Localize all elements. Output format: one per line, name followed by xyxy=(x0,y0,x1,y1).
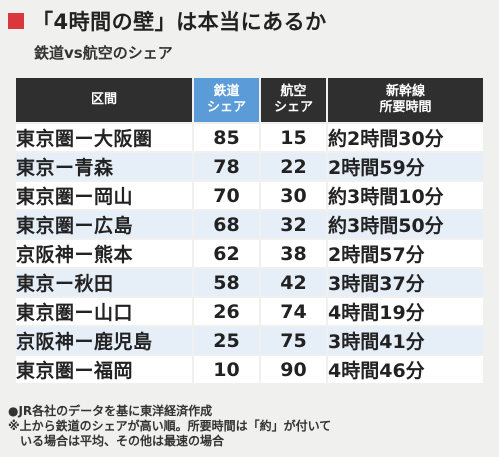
travel-time-cell: 約3時間50分 xyxy=(328,211,483,238)
route-cell: 東京圏ー福岡 xyxy=(16,356,194,383)
table-row: 東京圏ー福岡 10 90 4時間46分 xyxy=(16,356,483,383)
table-row: 東京圏ー広島 68 32 約3時間50分 xyxy=(16,211,483,238)
table-row: 東京ー秋田 58 42 3時間37分 xyxy=(16,269,483,296)
rail-share-cell: 70 xyxy=(194,182,261,209)
travel-time-cell: 約3時間10分 xyxy=(328,182,483,209)
travel-time-cell: 4時間46分 xyxy=(328,356,483,383)
rail-share-cell: 78 xyxy=(194,153,261,180)
table-row: 東京圏ー大阪圏 85 15 約2時間30分 xyxy=(16,124,483,151)
travel-time-cell: 2時間57分 xyxy=(328,240,483,267)
air-share-cell: 74 xyxy=(261,298,328,325)
route-cell: 京阪神ー鹿児島 xyxy=(16,327,194,354)
table-header-row: 区間 鉄道 シェア 航空 シェア 新幹線 所要時間 xyxy=(16,78,483,122)
air-share-cell: 22 xyxy=(261,153,328,180)
footnote-explanation: ※上から鉄道のシェアが高い順。所要時間は「約」が付いて xyxy=(8,419,332,433)
title-accent-square xyxy=(8,13,24,29)
rail-share-cell: 25 xyxy=(194,327,261,354)
footnote-explanation-cont: いる場合は平均、その他は最速の場合 xyxy=(20,434,225,448)
table-row: 東京圏ー岡山 70 30 約3時間10分 xyxy=(16,182,483,209)
footnotes: ●JR各社のデータを基に東洋経済作成 ※上から鉄道のシェアが高い順。所要時間は「… xyxy=(8,404,331,449)
air-share-cell: 32 xyxy=(261,211,328,238)
route-cell: 東京圏ー広島 xyxy=(16,211,194,238)
travel-time-cell: 2時間59分 xyxy=(328,153,483,180)
route-cell: 東京圏ー大阪圏 xyxy=(16,124,194,151)
share-table: 区間 鉄道 シェア 航空 シェア 新幹線 所要時間 東京圏ー大阪圏 85 15 約2時間30… xyxy=(16,76,483,385)
air-share-cell: 15 xyxy=(261,124,328,151)
travel-time-cell: 3時間41分 xyxy=(328,327,483,354)
air-share-cell: 75 xyxy=(261,327,328,354)
page-subtitle: 鉄道vs航空のシェア xyxy=(34,44,173,62)
air-share-cell: 38 xyxy=(261,240,328,267)
air-share-cell: 42 xyxy=(261,269,328,296)
page-title: 「4時間の壁」は本当にあるか xyxy=(32,10,327,34)
column-header-route: 区間 xyxy=(16,78,194,122)
air-share-cell: 90 xyxy=(261,356,328,383)
rail-share-cell: 68 xyxy=(194,211,261,238)
route-cell: 東京圏ー岡山 xyxy=(16,182,194,209)
column-header-rail-share: 鉄道 シェア xyxy=(194,78,261,122)
air-share-cell: 30 xyxy=(261,182,328,209)
rail-share-cell: 26 xyxy=(194,298,261,325)
footnote-source: ●JR各社のデータを基に東洋経済作成 xyxy=(8,404,213,418)
column-header-air-share: 航空 シェア xyxy=(261,78,328,122)
table-row: 京阪神ー熊本 62 38 2時間57分 xyxy=(16,240,483,267)
travel-time-cell: 3時間37分 xyxy=(328,269,483,296)
column-header-travel-time: 新幹線 所要時間 xyxy=(328,78,483,122)
route-cell: 東京ー秋田 xyxy=(16,269,194,296)
rail-share-cell: 62 xyxy=(194,240,261,267)
table-row: 京阪神ー鹿児島 25 75 3時間41分 xyxy=(16,327,483,354)
rail-share-cell: 10 xyxy=(194,356,261,383)
route-cell: 東京圏ー山口 xyxy=(16,298,194,325)
table-row: 東京圏ー山口 26 74 4時間19分 xyxy=(16,298,483,325)
travel-time-cell: 約2時間30分 xyxy=(328,124,483,151)
route-cell: 東京ー青森 xyxy=(16,153,194,180)
title-row: 「4時間の壁」は本当にあるか xyxy=(8,6,327,36)
travel-time-cell: 4時間19分 xyxy=(328,298,483,325)
rail-share-cell: 58 xyxy=(194,269,261,296)
table-row: 東京ー青森 78 22 2時間59分 xyxy=(16,153,483,180)
rail-share-cell: 85 xyxy=(194,124,261,151)
route-cell: 京阪神ー熊本 xyxy=(16,240,194,267)
